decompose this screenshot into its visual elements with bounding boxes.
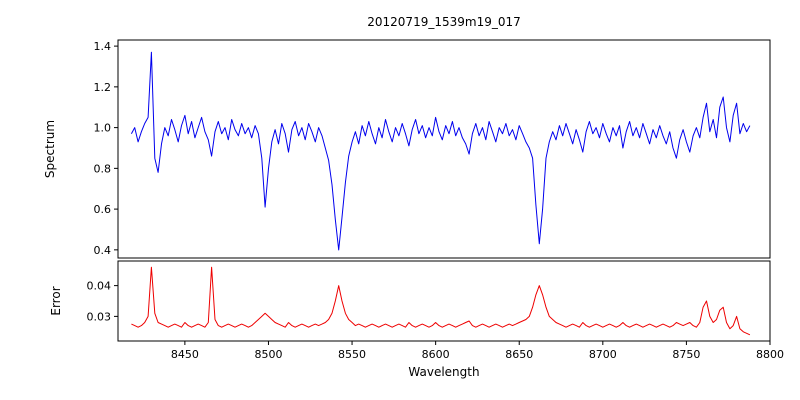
x-tick-label: 8550 [338,348,366,361]
x-tick-label: 8750 [672,348,700,361]
spectrum-axis-label: Spectrum [43,119,57,179]
error-axis-label: Error [49,286,63,316]
spectrum-panel-border [117,39,771,259]
x-tick-label: 8700 [589,348,617,361]
x-tick-label: 8650 [505,348,533,361]
error-y-tick-label: 0.03 [87,310,112,323]
spectrum-y-tick-label: 1.0 [94,122,112,135]
x-tick-label: 8800 [756,348,784,361]
spectrum-y-tick-label: 1.4 [94,40,112,53]
spectrum-y-tick-label: 0.8 [94,162,112,175]
error-y-tick-label: 0.04 [87,280,112,293]
spectrum-line [130,51,751,251]
x-axis-label: Wavelength [408,365,480,379]
x-tick-label: 8500 [254,348,282,361]
spectrum-y-tick-label: 0.6 [94,203,112,216]
x-tick-label: 8600 [422,348,450,361]
error-line [131,266,751,336]
x-tick-label: 8450 [171,348,199,361]
spectrum-y-tick-label: 1.2 [94,81,112,94]
chart-title: 20120719_1539m19_017 [367,15,521,29]
error-panel-border [117,260,771,342]
spectrum-y-tick-label: 0.4 [94,244,112,257]
